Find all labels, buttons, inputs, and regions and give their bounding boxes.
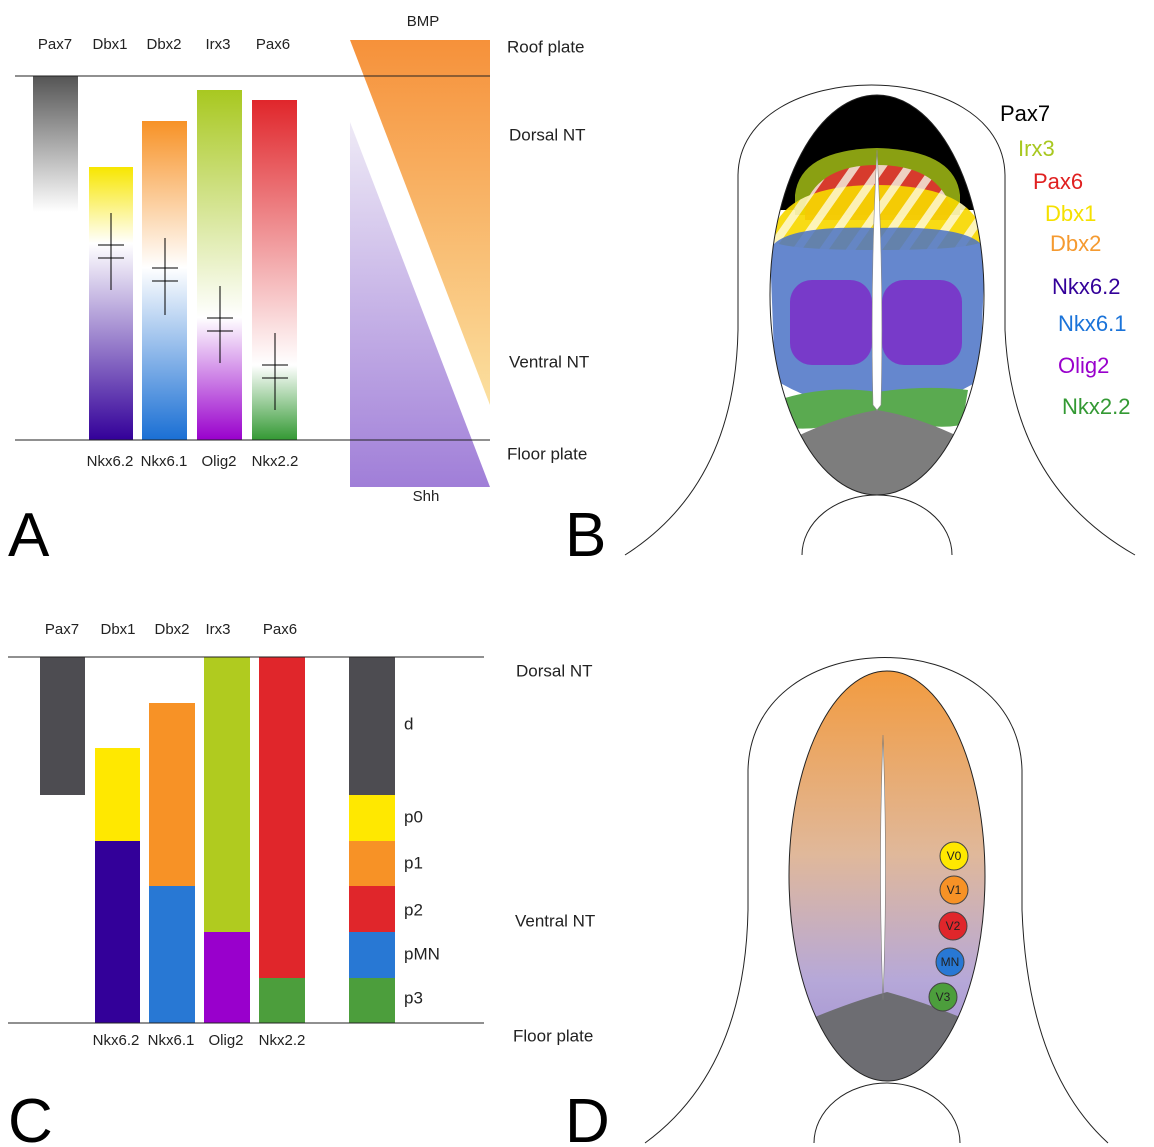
domain-block [204,657,250,932]
legend-label: Dbx2 [1050,231,1101,256]
region-label: Roof plate [507,37,585,56]
gene-label: Nkx6.1 [148,1032,195,1049]
gene-label: Pax6 [263,621,297,638]
panel-d: V0 V1 V2 MN V3 D [565,658,1108,1147]
domain-label: p3 [404,988,423,1007]
neuron-label: MN [941,955,960,969]
legend-label: Irx3 [1018,136,1055,161]
domain-label: pMN [404,944,440,963]
domain-label: d [404,714,413,733]
legend-label: Pax7 [1000,101,1050,126]
domain-block [95,841,140,1023]
gene-label: Olig2 [201,453,236,470]
gradient-bar [33,76,78,212]
gradient-label: Shh [413,488,440,505]
panel-b: Pax7 Irx3 Pax6 Dbx1 Dbx2 Nkx6.2 Nkx6.1 O… [565,85,1135,570]
panel-letter: B [565,501,606,570]
neuron-label: V2 [946,919,961,933]
gene-label: Nkx6.1 [141,453,188,470]
domain-block [40,657,85,795]
panel-letter: D [565,1087,610,1147]
neuron-label: V1 [947,883,962,897]
legend-label: Pax6 [1033,169,1083,194]
neuron-label: V0 [947,849,962,863]
gradient-bar [197,90,242,440]
olig2-domain [882,280,962,365]
domain-block [95,748,140,841]
gene-label: Nkx6.2 [87,453,134,470]
gene-label: Dbx1 [92,36,127,53]
gene-label: Nkx2.2 [259,1032,306,1049]
panel-c: Pax7 Dbx1 Dbx2 Irx3 Pax6 d p0 p1 p2 pMN … [8,621,595,1147]
gene-label: Irx3 [205,36,230,53]
gradient-label: BMP [407,13,440,30]
domain-block [349,657,395,795]
gene-label: Nkx2.2 [252,453,299,470]
domain-block [204,932,250,1023]
domain-block [349,841,395,886]
legend-label: Dbx1 [1045,201,1096,226]
domain-block [349,795,395,841]
gene-label: Nkx6.2 [93,1032,140,1049]
domain-block [149,886,195,1023]
gene-label: Dbx1 [100,621,135,638]
domain-block [349,932,395,978]
notochord [802,495,952,555]
gene-label: Pax6 [256,36,290,53]
gradient-bar [89,167,133,440]
figure: Pax7 Dbx1 Dbx2 Irx3 Pax6 BMP Shh Nkx6.2 … [0,0,1154,1147]
panel-a: Pax7 Dbx1 Dbx2 Irx3 Pax6 BMP Shh Nkx6.2 … [8,13,589,570]
domain-label: p2 [404,900,423,919]
panel-letter: A [8,501,50,570]
region-label: Ventral NT [515,911,595,930]
region-label: Dorsal NT [516,661,593,680]
domain-label: p1 [404,853,423,872]
region-label: Dorsal NT [509,125,586,144]
notochord [814,1083,960,1143]
gene-label: Irx3 [205,621,230,638]
legend-label: Nkx2.2 [1062,394,1130,419]
domain-block [259,657,305,978]
gene-label: Dbx2 [146,36,181,53]
region-label: Floor plate [513,1026,593,1045]
domain-block [149,703,195,886]
gene-label: Olig2 [208,1032,243,1049]
gene-label: Pax7 [38,36,72,53]
domain-block [259,978,305,1023]
neuron-label: V3 [936,990,951,1004]
gene-label: Dbx2 [154,621,189,638]
expression-domains [760,90,1000,510]
legend-label: Olig2 [1058,353,1109,378]
panel-letter: C [8,1087,53,1147]
domain-label: p0 [404,807,423,826]
olig2-domain [790,280,872,365]
gene-label: Pax7 [45,621,79,638]
region-label: Floor plate [507,444,587,463]
region-label: Ventral NT [509,352,589,371]
progenitor-field [780,665,1000,1090]
domain-block [349,978,395,1023]
legend-label: Nkx6.2 [1052,274,1120,299]
legend-label: Nkx6.1 [1058,311,1126,336]
domain-block [349,886,395,932]
